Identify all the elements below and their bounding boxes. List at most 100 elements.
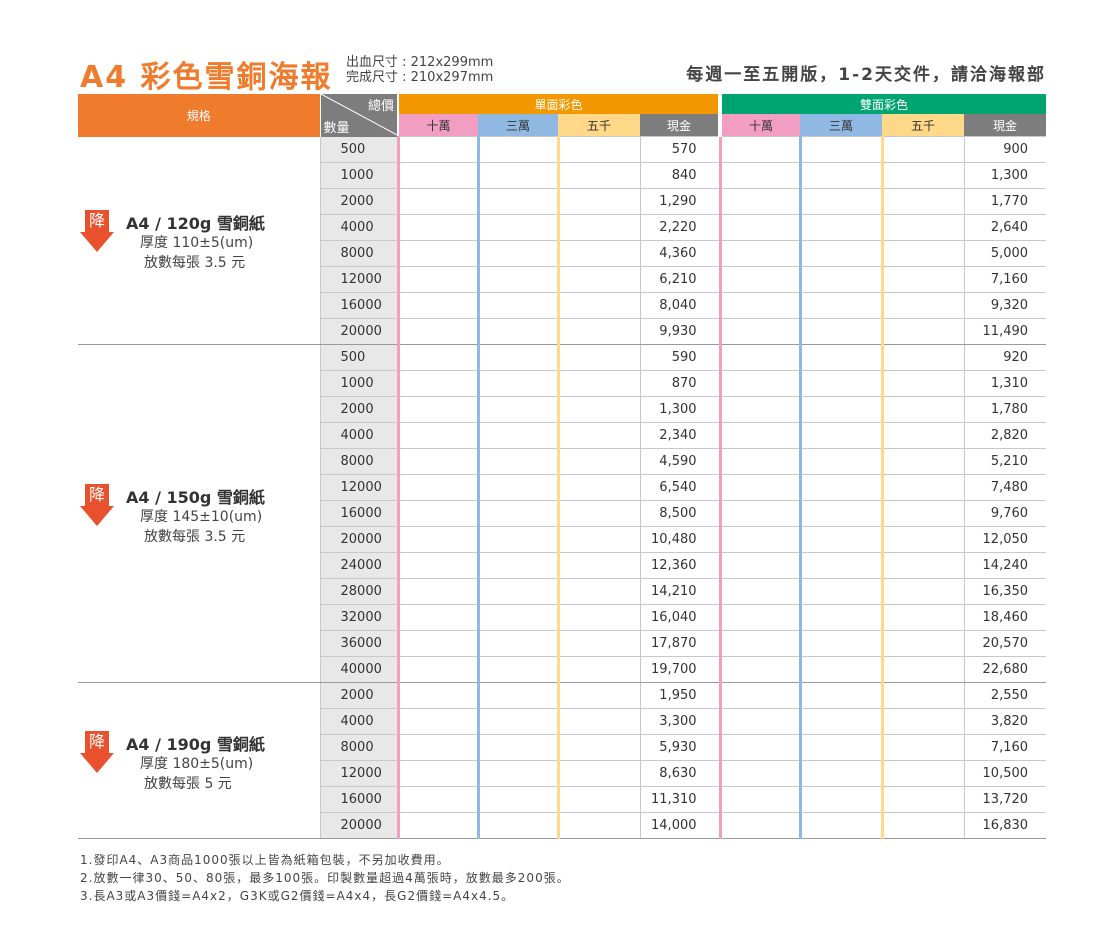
qty-cell: 36000 bbox=[319, 630, 399, 657]
price-5k-single bbox=[556, 292, 640, 319]
table-row: 4000 2,220 2,640 bbox=[78, 214, 1047, 241]
table-row: 16000 8,040 9,320 bbox=[78, 292, 1047, 319]
price-cash-single: 9,930 bbox=[639, 318, 721, 345]
price-5k-double bbox=[880, 734, 965, 761]
qty-cell: 2000 bbox=[319, 682, 399, 709]
note-item: 3.長A3或A3價錢=A4x2，G3K或G2價錢=A4x4，長G2價錢=A4x4… bbox=[80, 889, 515, 903]
paper-thickness: 厚度 110±5(um) bbox=[140, 235, 254, 252]
table-row: 12000 6,210 7,160 bbox=[78, 266, 1047, 293]
price-cash-double: 7,160 bbox=[963, 266, 1047, 293]
qty-cell: 8000 bbox=[319, 734, 399, 761]
price-30k-single bbox=[476, 604, 558, 631]
price-cash-double: 11,490 bbox=[963, 318, 1047, 345]
price-5k-single bbox=[556, 656, 640, 683]
qty-cell: 8000 bbox=[319, 240, 399, 267]
price-30k-double bbox=[798, 526, 883, 553]
price-5k-double bbox=[880, 500, 965, 527]
price-5k-single bbox=[556, 812, 640, 839]
price-30k-single bbox=[476, 448, 558, 475]
price-30k-single bbox=[476, 422, 558, 449]
price-cash-single: 10,480 bbox=[639, 526, 721, 553]
price-5k-single bbox=[556, 526, 640, 553]
overrun-fee: 放數每張 3.5 元 bbox=[144, 255, 246, 272]
down-arrow-icon bbox=[80, 232, 114, 253]
down-arrow-icon bbox=[80, 505, 114, 526]
qty-cell: 24000 bbox=[319, 552, 399, 579]
price-5k-double bbox=[880, 786, 965, 813]
price-100k-double bbox=[718, 474, 801, 501]
price-30k-double bbox=[798, 734, 883, 761]
col-100k: 十萬 bbox=[397, 114, 478, 137]
price-5k-double bbox=[880, 812, 965, 839]
price-30k-double bbox=[798, 396, 883, 423]
qty-cell: 2000 bbox=[319, 396, 399, 423]
qty-cell: 4000 bbox=[319, 422, 399, 449]
price-cash-single: 8,630 bbox=[639, 760, 721, 787]
price-100k-double bbox=[718, 578, 801, 605]
price-cash-double: 5,210 bbox=[963, 448, 1047, 475]
table-row: 2000 1,290 1,770 bbox=[78, 188, 1047, 215]
price-cash-single: 14,000 bbox=[639, 812, 721, 839]
price-100k-double bbox=[718, 734, 801, 761]
price-5k-double bbox=[880, 448, 965, 475]
price-cash-single: 1,950 bbox=[639, 682, 721, 709]
price-cash-double: 16,830 bbox=[963, 812, 1047, 839]
qty-cell: 12000 bbox=[319, 474, 399, 501]
qty-cell: 12000 bbox=[319, 760, 399, 787]
price-5k-single bbox=[556, 422, 640, 449]
price-5k-double bbox=[880, 240, 965, 267]
price-30k-double bbox=[798, 422, 883, 449]
price-cash-single: 16,040 bbox=[639, 604, 721, 631]
double-side-header: 雙面彩色 bbox=[718, 94, 1047, 114]
price-30k-double bbox=[798, 188, 883, 215]
price-30k-single bbox=[476, 318, 558, 345]
price-30k-single bbox=[476, 188, 558, 215]
price-5k-double bbox=[880, 344, 965, 371]
table-row: 8000 4,360 5,000 bbox=[78, 240, 1047, 267]
table-row: 32000 16,040 18,460 bbox=[78, 604, 1047, 631]
price-100k-single bbox=[396, 760, 478, 787]
price-5k-single bbox=[556, 448, 640, 475]
price-100k-double bbox=[718, 344, 801, 371]
price-5k-double bbox=[880, 630, 965, 657]
price-100k-single bbox=[396, 708, 478, 735]
col-5k: 五千 bbox=[882, 114, 965, 137]
price-100k-double bbox=[718, 786, 801, 813]
paper-thickness: 厚度 180±5(um) bbox=[140, 755, 254, 772]
price-100k-double bbox=[718, 500, 801, 527]
price-cash-single: 1,300 bbox=[639, 396, 721, 423]
price-100k-double bbox=[718, 318, 801, 345]
price-100k-single bbox=[396, 604, 478, 631]
price-100k-single bbox=[396, 162, 478, 189]
price-5k-double bbox=[880, 318, 965, 345]
price-100k-single bbox=[396, 422, 478, 449]
price-100k-double bbox=[718, 604, 801, 631]
price-100k-double bbox=[718, 760, 801, 787]
qty-cell: 20000 bbox=[319, 526, 399, 553]
price-30k-single bbox=[476, 734, 558, 761]
price-100k-single bbox=[396, 344, 478, 371]
table-row: 16000 8,500 9,760 bbox=[78, 500, 1047, 527]
price-30k-double bbox=[798, 500, 883, 527]
price-30k-double bbox=[798, 708, 883, 735]
price-30k-double bbox=[798, 578, 883, 605]
price-100k-single bbox=[396, 188, 478, 215]
qty-cell: 1000 bbox=[319, 162, 399, 189]
price-cash-single: 2,340 bbox=[639, 422, 721, 449]
price-5k-double bbox=[880, 422, 965, 449]
price-30k-double bbox=[798, 136, 883, 163]
qty-price-corner: 總價 數量 bbox=[319, 94, 399, 137]
price-5k-double bbox=[880, 604, 965, 631]
price-100k-single bbox=[396, 292, 478, 319]
qty-cell: 20000 bbox=[319, 318, 399, 345]
price-5k-single bbox=[556, 136, 640, 163]
price-cash-single: 590 bbox=[639, 344, 721, 371]
price-5k-double bbox=[880, 656, 965, 683]
price-100k-single bbox=[396, 240, 478, 267]
price-100k-single bbox=[396, 214, 478, 241]
price-100k-double bbox=[718, 422, 801, 449]
price-cash-single: 870 bbox=[639, 370, 721, 397]
price-30k-single bbox=[476, 266, 558, 293]
price-5k-single bbox=[556, 604, 640, 631]
price-5k-single bbox=[556, 734, 640, 761]
